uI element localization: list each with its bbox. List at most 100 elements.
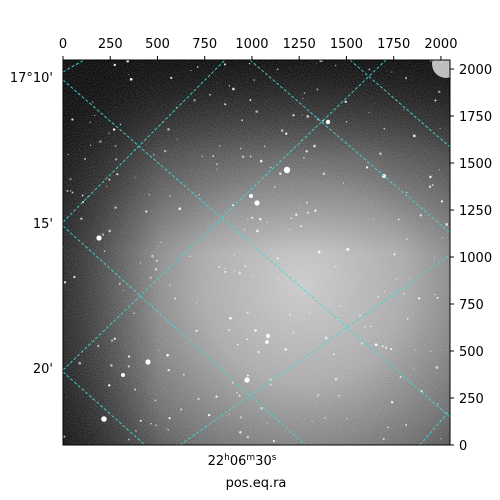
star [260, 407, 264, 410]
star [169, 284, 171, 287]
star [152, 153, 155, 156]
star [324, 336, 328, 340]
star [216, 168, 218, 170]
grid-line [63, 60, 85, 73]
bright-star [254, 200, 260, 206]
star [434, 99, 437, 102]
star [232, 87, 235, 91]
star [189, 255, 191, 258]
star [182, 373, 185, 376]
star [63, 281, 67, 284]
star [316, 395, 319, 398]
star [364, 326, 366, 328]
star [73, 275, 76, 279]
star [167, 128, 170, 131]
star [256, 229, 259, 233]
star [259, 217, 262, 221]
star [155, 424, 157, 427]
star [387, 426, 390, 429]
star [197, 397, 200, 401]
star [107, 384, 111, 387]
right-tick-label: 500 [459, 345, 484, 360]
star [314, 209, 317, 212]
star [251, 216, 254, 219]
star [316, 88, 319, 91]
bright-star [265, 340, 269, 344]
star [108, 132, 110, 134]
star [408, 278, 410, 280]
star [374, 343, 378, 347]
star [433, 257, 435, 259]
star [241, 155, 245, 158]
star [440, 437, 442, 440]
bright-star [283, 166, 291, 174]
star [229, 316, 232, 320]
star [110, 364, 113, 367]
top-tick-label: 1500 [330, 37, 363, 52]
star [385, 346, 388, 349]
star [302, 114, 304, 116]
star [134, 176, 136, 178]
star [239, 147, 242, 150]
star [284, 348, 288, 351]
star [324, 417, 326, 419]
star [322, 172, 326, 176]
bright-star [249, 194, 253, 198]
right-tick-label: 0 [459, 439, 467, 454]
star [439, 127, 441, 130]
grid-line [63, 60, 226, 223]
star [195, 302, 198, 304]
star [129, 77, 133, 81]
star [228, 85, 230, 87]
star [277, 277, 279, 279]
star [168, 417, 171, 420]
right-tick-label: 1250 [459, 204, 492, 219]
star [108, 178, 111, 181]
star [303, 157, 305, 159]
star [198, 194, 200, 196]
star [438, 169, 440, 171]
star [382, 437, 385, 441]
star [436, 296, 439, 299]
star [346, 248, 350, 251]
star [393, 253, 396, 256]
star [441, 61, 443, 63]
star [419, 214, 423, 217]
top-tick-label: 2000 [424, 37, 457, 52]
star [383, 127, 386, 130]
star [269, 384, 272, 386]
right-tick-label: 1750 [459, 110, 492, 125]
star [305, 150, 308, 153]
star [91, 101, 94, 103]
star [81, 194, 84, 197]
star [405, 424, 408, 426]
star [292, 331, 295, 334]
star [289, 229, 291, 231]
star [164, 149, 167, 153]
star [246, 374, 249, 377]
star [201, 155, 204, 158]
star [151, 254, 154, 258]
star [247, 219, 249, 221]
star [395, 278, 398, 281]
star [212, 155, 214, 157]
star [139, 419, 142, 422]
bright-star [325, 119, 331, 125]
grid-line [349, 60, 450, 148]
star [223, 63, 227, 66]
star [313, 144, 316, 148]
star [445, 223, 449, 226]
star [368, 111, 370, 114]
star [332, 353, 335, 356]
star [390, 348, 393, 351]
star [317, 394, 320, 396]
star [254, 329, 257, 332]
star [106, 185, 108, 187]
star [127, 73, 129, 75]
star [110, 339, 114, 342]
bright-star [101, 416, 107, 422]
star [248, 62, 251, 65]
star [145, 210, 148, 213]
star [397, 218, 400, 221]
